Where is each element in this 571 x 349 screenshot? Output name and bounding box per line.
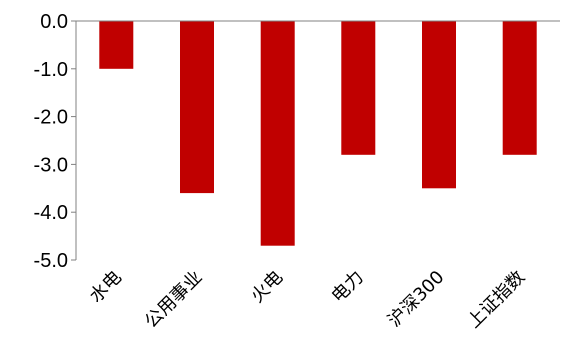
x-category-label-1: 公用事业 [141,267,207,333]
y-tick-label-4: -4.0 [34,202,68,224]
y-tick-label-2: -2.0 [34,107,68,129]
y-tick-label-3: -3.0 [34,154,68,176]
bar-5 [502,21,537,155]
x-category-label-4: 沪深300 [384,267,449,332]
x-category-labels: 水电 公用事业 火电 电力 沪深300 上证指数 [86,267,530,333]
bar-0 [99,21,134,69]
bar-3 [341,21,376,155]
y-tick-labels: 0.0 -1.0 -2.0 -3.0 -4.0 -5.0 [34,11,68,272]
x-category-label-2: 火电 [247,267,287,307]
y-tick-label-1: -1.0 [34,59,68,81]
axes-group [71,20,560,261]
x-category-label-0: 水电 [86,267,126,307]
y-tick-label-0: 0.0 [40,11,68,33]
bars-group [99,21,537,246]
bar-2 [260,21,295,246]
bar-4 [422,21,456,189]
x-category-label-3: 电力 [328,267,368,307]
x-category-label-5: 上证指数 [463,267,529,333]
bar-1 [180,21,214,194]
y-tick-label-5: -5.0 [34,250,68,272]
